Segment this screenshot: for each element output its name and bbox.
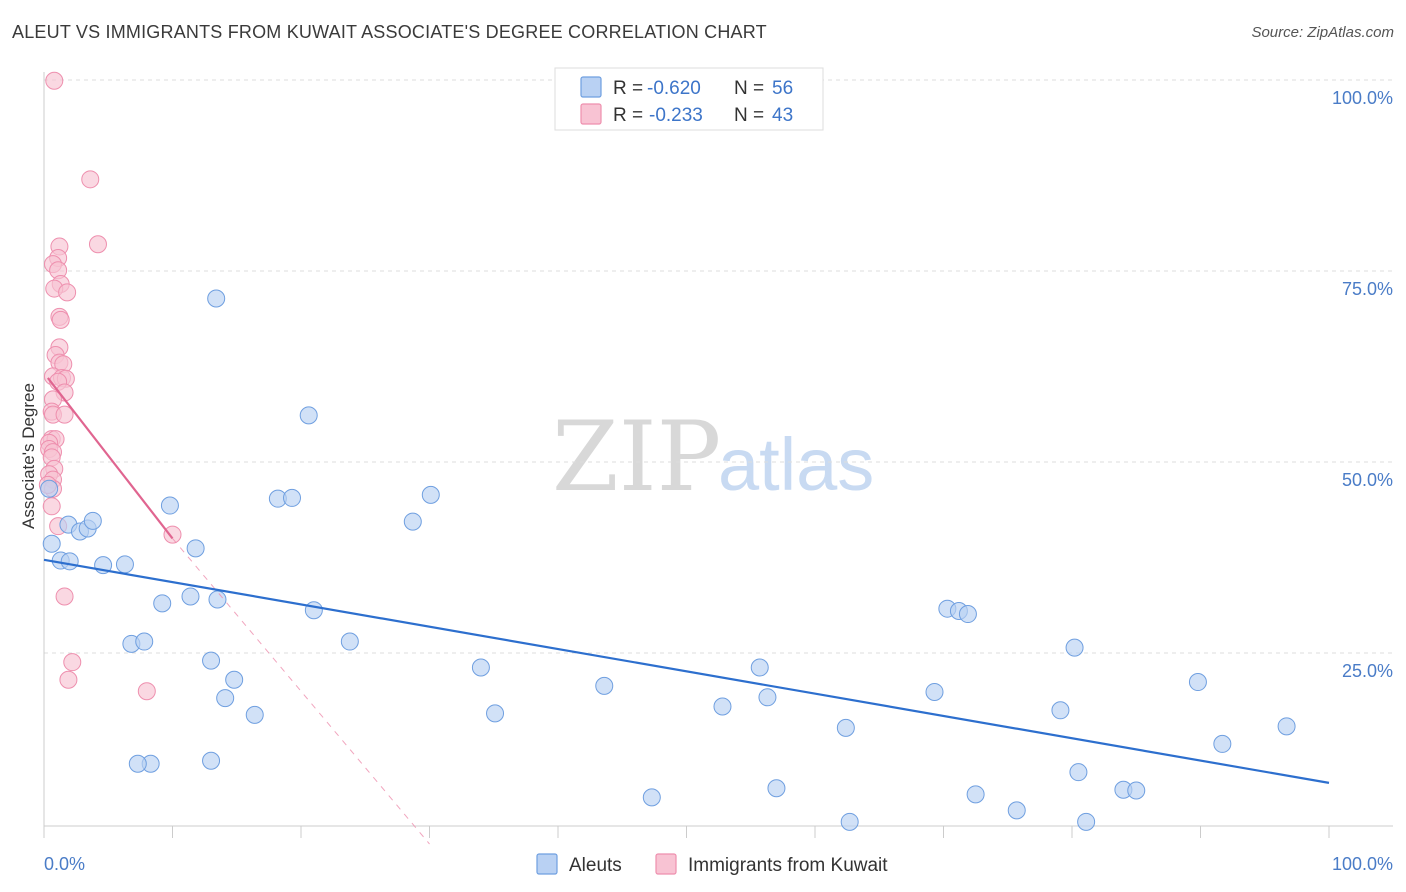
kuwait-point-41 — [163, 525, 182, 544]
aleut-point-1 — [42, 534, 61, 553]
aleut-point-24 — [245, 705, 264, 724]
aleut-point-32 — [471, 658, 490, 677]
y-tick-label-100: 100.0% — [1332, 88, 1393, 108]
aleut-point-56 — [1277, 717, 1296, 736]
watermark: ZIP atlas — [552, 401, 874, 513]
aleut-point-16 — [181, 587, 200, 606]
aleut-point-34 — [595, 676, 614, 695]
bottom-legend-label-kuwait: Immigrants from Kuwait — [688, 855, 888, 876]
aleut-point-14 — [160, 496, 179, 515]
aleut-point-50 — [1069, 763, 1088, 782]
bottom-legend-swatch-aleuts — [536, 853, 558, 875]
kuwait-point-1 — [81, 170, 100, 189]
aleut-point-54 — [1188, 673, 1207, 692]
y-tick-label-75: 75.0% — [1342, 279, 1393, 299]
aleut-point-40 — [836, 718, 855, 737]
aleut-point-33 — [486, 704, 505, 723]
chart-title: ALEUT VS IMMIGRANTS FROM KUWAIT ASSOCIAT… — [12, 22, 767, 42]
aleut-point-18 — [208, 590, 227, 609]
kuwait-point-11 — [51, 310, 70, 329]
x-tick-label-100: 100.0% — [1332, 854, 1393, 874]
aleut-point-49 — [1065, 638, 1084, 657]
aleut-point-13 — [128, 754, 147, 773]
grid-lines — [44, 79, 1393, 654]
aleut-point-20 — [202, 751, 221, 770]
kuwait-trend-extension — [172, 538, 430, 845]
aleut-point-22 — [216, 689, 235, 708]
aleut-point-28 — [304, 601, 323, 620]
legend-r-label-kuwait: R = — [613, 105, 643, 126]
y-axis-title: Associate's Degree — [19, 383, 38, 529]
aleut-point-36 — [713, 697, 732, 716]
kuwait-point-38 — [59, 670, 78, 689]
legend-swatch-aleuts — [580, 76, 602, 98]
aleut-point-19 — [202, 651, 221, 670]
y-tick-label-50: 50.0% — [1342, 470, 1393, 490]
kuwait-point-39 — [63, 653, 82, 672]
aleut-point-46 — [966, 785, 985, 804]
bottom-legend-label-aleuts: Aleuts — [569, 855, 622, 876]
legend-swatch-kuwait — [580, 103, 602, 125]
aleut-point-55 — [1213, 734, 1232, 753]
kuwait-point-2 — [88, 235, 107, 254]
legend-n-value-kuwait: 43 — [772, 105, 793, 126]
kuwait-point-9 — [58, 283, 77, 302]
aleut-point-23 — [225, 670, 244, 689]
chart-source: Source: ZipAtlas.com — [1251, 24, 1394, 41]
kuwait-point-24 — [55, 405, 74, 424]
aleut-point-45 — [958, 605, 977, 624]
aleut-point-31 — [421, 485, 440, 504]
x-tick-label-0: 0.0% — [44, 854, 85, 874]
legend-r-value-kuwait: -0.233 — [649, 105, 703, 126]
aleut-point-26 — [283, 488, 302, 507]
kuwait-point-0 — [45, 71, 64, 90]
kuwait-point-34 — [42, 497, 61, 516]
y-tick-labels: 25.0% 50.0% 75.0% 100.0% — [1332, 88, 1393, 681]
legend-n-label-kuwait: N = — [734, 105, 764, 126]
legend-n-label-aleuts: N = — [734, 78, 764, 99]
aleut-points — [40, 289, 1296, 831]
aleut-point-7 — [83, 511, 102, 530]
aleut-point-51 — [1077, 812, 1096, 831]
bottom-legend: Aleuts Immigrants from Kuwait — [536, 853, 888, 876]
kuwait-point-40 — [137, 682, 156, 701]
watermark-atlas: atlas — [718, 423, 874, 506]
aleut-point-21 — [207, 289, 226, 308]
aleut-point-38 — [758, 688, 777, 707]
aleut-point-37 — [750, 658, 769, 677]
aleut-point-42 — [925, 682, 944, 701]
aleut-trend-line — [43, 558, 1330, 784]
bottom-legend-swatch-kuwait — [655, 853, 677, 875]
legend-n-value-aleuts: 56 — [772, 78, 793, 99]
aleut-point-35 — [642, 788, 661, 807]
legend-r-label-aleuts: R = — [613, 78, 643, 99]
aleut-point-29 — [340, 632, 359, 651]
aleut-point-9 — [115, 555, 134, 574]
aleut-point-41 — [840, 812, 859, 831]
x-tick-marks — [43, 826, 1330, 838]
aleut-point-3 — [60, 552, 79, 571]
aleut-point-15 — [153, 594, 172, 613]
aleut-point-11 — [135, 632, 154, 651]
aleut-point-30 — [403, 512, 422, 531]
kuwait-point-37 — [55, 587, 74, 606]
aleut-point-17 — [186, 539, 205, 558]
watermark-zip: ZIP — [552, 401, 721, 513]
aleut-point-47 — [1007, 801, 1026, 820]
aleut-point-27 — [299, 406, 318, 425]
y-tick-label-25: 25.0% — [1342, 661, 1393, 681]
kuwait-trend-line — [46, 377, 174, 540]
top-legend: R = -0.620 N = 56 R = -0.233 N = 43 — [554, 67, 824, 131]
aleut-point-0 — [40, 479, 59, 498]
aleut-point-39 — [767, 779, 786, 798]
aleut-point-48 — [1051, 701, 1070, 720]
legend-r-value-aleuts: -0.620 — [647, 78, 701, 99]
trend-lines — [43, 377, 1330, 845]
aleut-point-53 — [1127, 781, 1146, 800]
